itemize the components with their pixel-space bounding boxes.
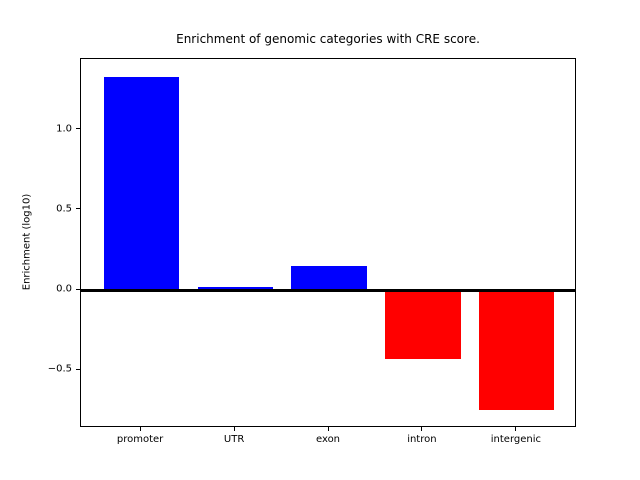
bar-exon (291, 266, 367, 291)
zero-line (81, 288, 575, 292)
y-tick-label: 0.5 (56, 203, 72, 215)
x-tick-mark (139, 427, 141, 431)
x-tick-mark (233, 427, 235, 431)
y-tick-label: −0.5 (47, 363, 72, 375)
y-tick-label: 1.0 (56, 123, 72, 135)
x-tick-label-intron: intron (407, 434, 437, 445)
bar-intron (385, 290, 461, 359)
x-tick-mark (327, 427, 329, 431)
y-tick-mark (76, 368, 80, 370)
bar-intergenic (479, 290, 555, 411)
x-tick-mark (515, 427, 517, 431)
bar-promoter (103, 76, 179, 290)
x-tick-label-promoter: promoter (116, 434, 164, 445)
x-tick-label-UTR: UTR (223, 434, 245, 445)
x-tick-mark (421, 427, 423, 431)
y-tick-mark (76, 208, 80, 210)
bar-UTR (197, 286, 273, 290)
chart-title: Enrichment of genomic categories with CR… (176, 32, 480, 46)
y-tick-mark (76, 288, 80, 290)
plot-area (80, 58, 576, 427)
y-tick-label: 0.0 (56, 283, 72, 295)
x-tick-label-intergenic: intergenic (490, 434, 542, 445)
x-tick-label-exon: exon (315, 434, 341, 445)
y-tick-mark (76, 128, 80, 130)
